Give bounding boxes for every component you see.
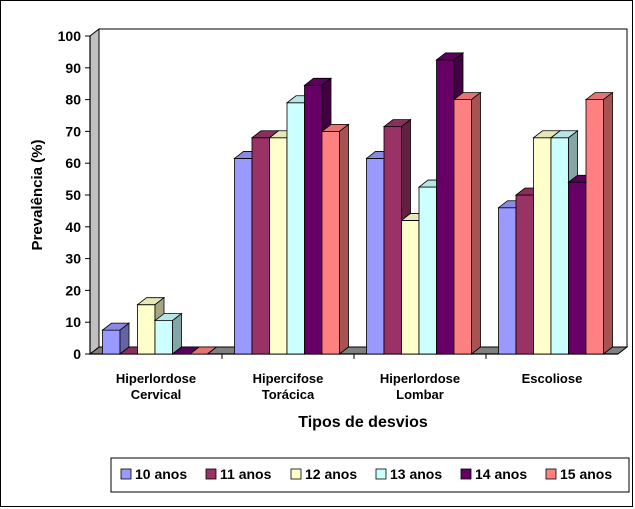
y-tick-label: 0 [73, 346, 81, 362]
bar [320, 123, 350, 355]
x-category-label: Lombar [396, 387, 444, 402]
bar [153, 312, 183, 355]
bar-front [418, 186, 437, 355]
y-tick-label: 80 [65, 92, 81, 108]
bar-side [339, 123, 349, 355]
bar [584, 91, 614, 355]
bar-front [234, 158, 253, 355]
bar [101, 322, 131, 355]
legend-item: 13 anos [375, 466, 442, 482]
y-axis-title: Prevalência (%) [29, 140, 46, 251]
y-tick-label: 100 [58, 28, 82, 44]
bar-front [515, 194, 534, 355]
x-category-label: Torácica [262, 387, 315, 402]
bar-front [286, 102, 305, 355]
y-tick-label: 90 [65, 60, 81, 76]
bar [188, 346, 218, 355]
x-category-label: Hipercifose [253, 371, 324, 386]
legend-item: 15 anos [545, 466, 612, 482]
bar-front [137, 304, 156, 355]
bar-side [603, 91, 613, 355]
x-axis-title: Tipos de desvios [298, 414, 428, 431]
bar-front [533, 137, 552, 355]
y-tick-label: 70 [65, 123, 81, 139]
y-tick-label: 50 [65, 187, 81, 203]
legend-item: 10 anos [120, 466, 187, 482]
bar-side [207, 346, 217, 355]
bar-front [321, 130, 340, 355]
bar-front [401, 220, 420, 355]
bar-front [251, 137, 270, 355]
bar-front [383, 126, 402, 355]
legend-swatch [205, 468, 217, 480]
x-category-label: Hiperlordose [116, 371, 196, 386]
legend-swatch [545, 468, 557, 480]
y-tick-label: 10 [65, 314, 81, 330]
bar [136, 296, 166, 355]
x-category-label: Cervical [131, 387, 182, 402]
y-tick-label: 30 [65, 251, 81, 267]
legend-label: 15 anos [560, 466, 612, 482]
legend-label: 10 anos [135, 466, 187, 482]
bar-front [304, 84, 323, 355]
legend-label: 12 anos [305, 466, 357, 482]
bar-front [269, 137, 288, 355]
bar-front [585, 99, 604, 355]
bar [452, 91, 482, 355]
y-tick-label: 40 [65, 219, 81, 235]
bar-front [102, 329, 121, 355]
x-category-label: Hiperlordose [380, 371, 460, 386]
legend-swatch [120, 468, 132, 480]
bar-front [453, 99, 472, 355]
legend-swatch [290, 468, 302, 480]
legend-label: 11 anos [220, 466, 272, 482]
legend-item: 14 anos [460, 466, 527, 482]
bar-front [436, 59, 455, 355]
plot-side-wall [89, 27, 100, 356]
legend-swatch [460, 468, 472, 480]
bar-front [366, 158, 385, 355]
x-category-label: Escoliose [522, 371, 583, 386]
bar-front [154, 320, 173, 355]
bar-side [471, 91, 481, 355]
legend-label: 13 anos [390, 466, 442, 482]
legend-swatch [375, 468, 387, 480]
bar-front [568, 181, 587, 355]
y-tick-label: 60 [65, 155, 81, 171]
legend-label: 14 anos [475, 466, 527, 482]
legend-box [110, 457, 630, 493]
bar-front [550, 137, 569, 355]
y-tick-label: 20 [65, 282, 81, 298]
bar-front [498, 207, 517, 355]
legend-item: 11 anos [205, 466, 272, 482]
legend-item: 12 anos [290, 466, 357, 482]
